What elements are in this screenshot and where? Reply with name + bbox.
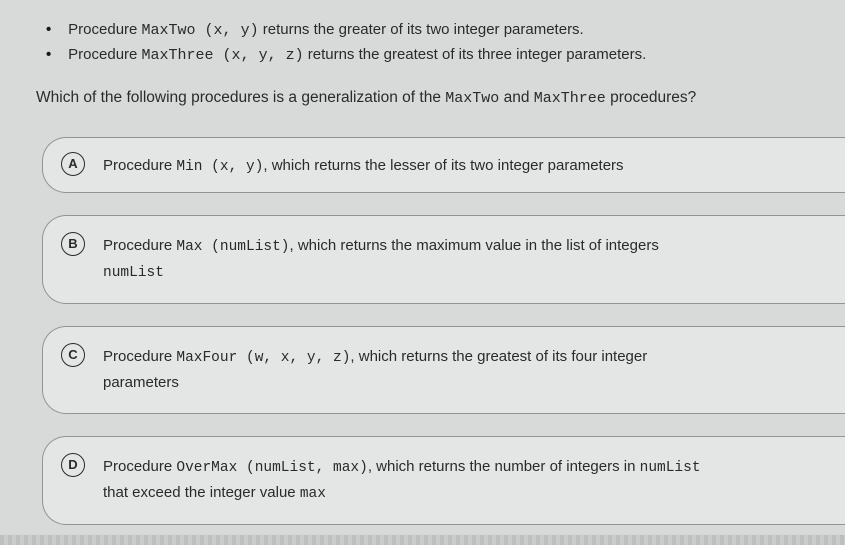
- option-letter: B: [61, 232, 85, 256]
- option-post: , which returns the lesser of its two in…: [263, 157, 623, 174]
- intro-prefix: Procedure: [68, 46, 141, 63]
- option-code: MaxFour (w, x, y, z): [176, 350, 350, 366]
- question-code: MaxTwo: [445, 90, 499, 107]
- option-letter: D: [61, 453, 85, 477]
- page-edge-decoration: [0, 535, 845, 545]
- question-part: and: [499, 89, 533, 106]
- option-letter: C: [61, 343, 85, 367]
- option-pre: Procedure: [103, 348, 176, 365]
- option-c[interactable]: C Procedure MaxFour (w, x, y, z), which …: [42, 326, 845, 414]
- intro-code: MaxTwo (x, y): [142, 22, 259, 39]
- option-pre: Procedure: [103, 237, 176, 254]
- option-pre: Procedure: [103, 458, 176, 475]
- intro-code: MaxThree (x, y, z): [142, 47, 304, 64]
- option-letter: A: [61, 152, 85, 176]
- intro-suffix: returns the greater of its two integer p…: [259, 21, 584, 38]
- option-post: , which returns the number of integers i…: [368, 458, 640, 475]
- question-part: procedures?: [606, 89, 696, 106]
- option-b[interactable]: B Procedure Max (numList), which returns…: [42, 215, 845, 304]
- option-text: Procedure MaxFour (w, x, y, z), which re…: [103, 343, 647, 395]
- option-d[interactable]: D Procedure OverMax (numList, max), whic…: [42, 436, 845, 525]
- option-text: Procedure Min (x, y), which returns the …: [103, 152, 624, 178]
- option-a[interactable]: A Procedure Min (x, y), which returns th…: [42, 137, 845, 193]
- option-line2-code: max: [300, 486, 326, 502]
- question-text: Which of the following procedures is a g…: [36, 86, 845, 111]
- option-post: , which returns the greatest of its four…: [350, 348, 647, 365]
- option-line2-pre: parameters: [103, 374, 179, 391]
- option-text: Procedure Max (numList), which returns t…: [103, 232, 659, 285]
- option-code: Max (numList): [176, 239, 289, 255]
- intro-prefix: Procedure: [68, 21, 141, 38]
- option-post-code: numList: [640, 460, 701, 476]
- option-code: Min (x, y): [176, 159, 263, 175]
- option-line2-pre: that exceed the integer value: [103, 484, 300, 501]
- options-list: A Procedure Min (x, y), which returns th…: [36, 137, 845, 525]
- intro-item: Procedure MaxTwo (x, y) returns the grea…: [64, 18, 845, 43]
- option-post: , which returns the maximum value in the…: [290, 237, 659, 254]
- option-pre: Procedure: [103, 157, 176, 174]
- question-part: Which of the following procedures is a g…: [36, 89, 445, 106]
- intro-suffix: returns the greatest of its three intege…: [304, 46, 647, 63]
- option-line2-code: numList: [103, 265, 164, 281]
- question-code: MaxThree: [534, 90, 606, 107]
- intro-item: Procedure MaxThree (x, y, z) returns the…: [64, 43, 845, 68]
- intro-block: Procedure MaxTwo (x, y) returns the grea…: [36, 18, 845, 68]
- option-code: OverMax (numList, max): [176, 460, 367, 476]
- option-text: Procedure OverMax (numList, max), which …: [103, 453, 701, 506]
